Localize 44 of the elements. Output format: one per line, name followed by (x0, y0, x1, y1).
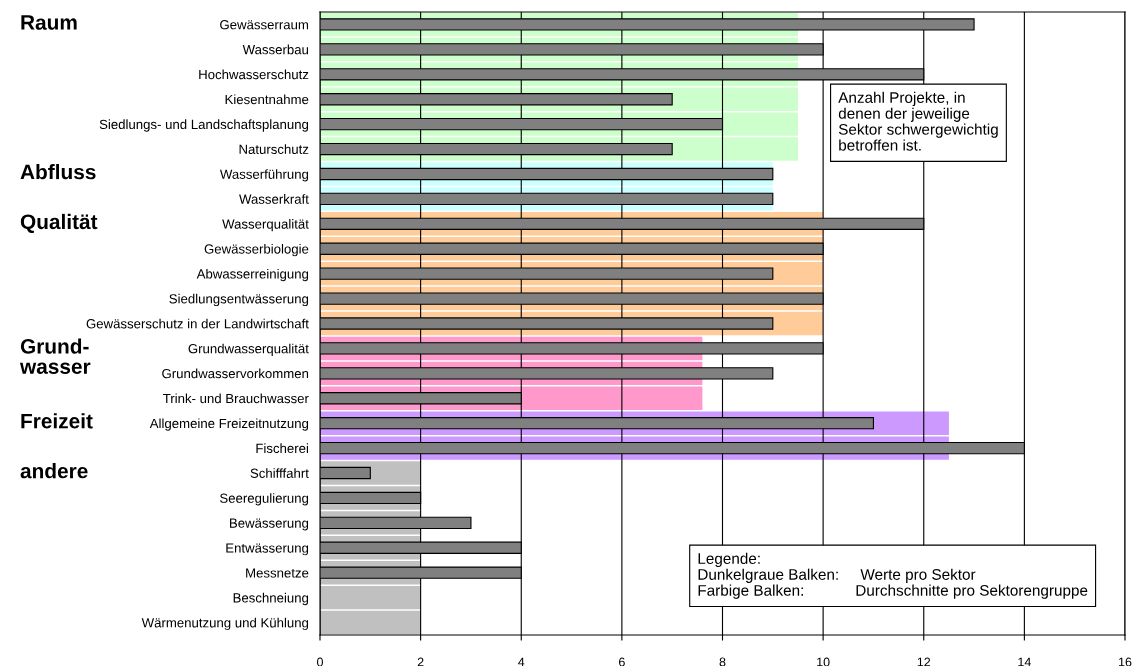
y-tick-label: Wasserbau (242, 44, 309, 55)
x-tick-label: 16 (1119, 657, 1132, 666)
text: Abfluss (20, 164, 96, 180)
annotation: Anzahl Projekte, in denen der jeweilige Sektor schwergewichtig betroffen ist. (838, 91, 998, 151)
bar (320, 585, 421, 610)
y-tick-label: Abwasserreinigung (196, 268, 309, 282)
x-tick-label: 12 (917, 657, 931, 666)
y-tick-label: Wasserkraft (239, 194, 309, 204)
x-tick-label: 8 (719, 657, 726, 666)
x-tick-label: 4 (518, 657, 525, 666)
y-tick-label: Bewässerung (230, 518, 309, 531)
y-tick-label: Wärmenutzung und Kühlung (141, 617, 309, 631)
y-tick-label: Gewässerbiologie (204, 243, 309, 257)
y-tick-label: Kiesentnahme (225, 94, 309, 105)
y-tick-label: Entwässerung (226, 543, 309, 556)
y-tick-label: Allgemeine Freizeitnutzung (149, 418, 309, 431)
y-tick-label: Wasserqualität (222, 219, 309, 232)
y-tick-label: Messnetze (246, 568, 309, 578)
y-tick-label: Hochwasserschutz (199, 69, 309, 80)
x-tick-label: 10 (817, 657, 830, 666)
text: Freizeit (21, 413, 93, 429)
text: Raum (21, 15, 77, 30)
y-tick-label: Wasserführung (219, 169, 309, 182)
y-tick-label: Siedlungsentwässerung (169, 293, 309, 307)
y-tick-label: Grundwasservorkommen (162, 368, 309, 379)
x-tick-label: 6 (619, 657, 625, 666)
y-tick-label: Beschneiung (233, 592, 309, 606)
y-tick-label: Naturschutz (239, 144, 309, 154)
x-tick-label: 2 (417, 657, 424, 666)
y-tick-label: Siedlungs- und Landschaftsplanung (99, 119, 309, 132)
y-tick-label: Grundwasserqualität (188, 343, 309, 356)
x-tick-label: 14 (1018, 657, 1031, 666)
y-tick-label: Gewässerraum (220, 20, 309, 30)
y-tick-label: Fischerei (256, 443, 308, 454)
annotation: Legende: Dunkelgraue Balken: Werte pro Sektor Farbige Balken: Durchschnitte pro Sektorengruppe (698, 552, 1088, 599)
text: andere (20, 463, 88, 479)
y-tick-label: Trink- und Brauchwasser (163, 393, 309, 404)
text: Qualität (20, 213, 98, 234)
x-tick-label: 0 (317, 657, 323, 666)
y-tick-label: Gewässerschutz in der Landwirtschaft (86, 318, 309, 329)
bar (320, 610, 421, 635)
y-tick-label: Schifffahrt (250, 468, 309, 478)
text: Grund- wasser (19, 338, 91, 374)
y-tick-label: Seeregulierung (220, 493, 309, 506)
